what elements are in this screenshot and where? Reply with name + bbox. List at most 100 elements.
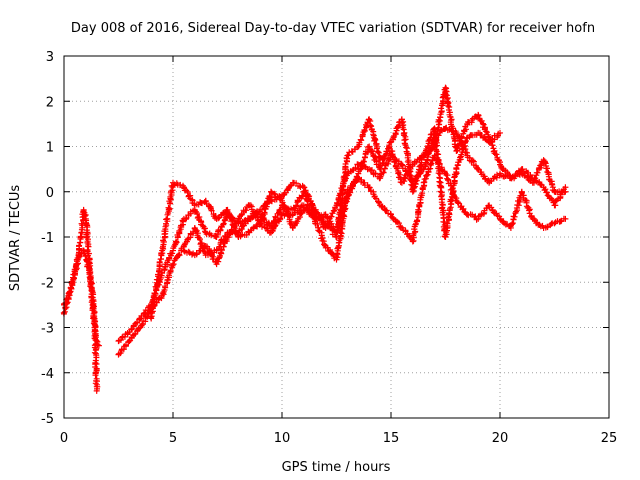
data-point-run — [236, 202, 252, 222]
y-tick-label: -3 — [41, 322, 54, 337]
axis-ticks: 0 5 10 15 20 25 -5 -4 -3 -2 -1 0 1 2 3 — [41, 50, 617, 446]
y-axis-label: SDTVAR / TECUs — [8, 185, 23, 292]
y-tick-label: -4 — [41, 367, 54, 382]
data-point-run — [214, 234, 231, 265]
data-point-run — [127, 325, 142, 344]
series-track-b — [60, 247, 101, 394]
data-point-run — [237, 228, 252, 240]
x-axis-label: GPS time / hours — [282, 460, 391, 475]
data-point-run — [487, 130, 502, 145]
data-point-run — [475, 112, 492, 140]
y-tick-label: -5 — [41, 412, 54, 427]
y-tick-label: 2 — [46, 95, 54, 110]
data-point-run — [442, 85, 460, 154]
data-point-run — [454, 121, 471, 154]
data-point-run — [442, 169, 460, 240]
data-point-run — [170, 217, 187, 252]
x-tick-label: 0 — [60, 431, 68, 446]
data-point-run — [377, 150, 393, 162]
data-point-run — [366, 184, 382, 206]
data-point-run — [94, 338, 101, 348]
data-point — [93, 387, 100, 394]
series-track-f — [180, 116, 503, 268]
data-point-run — [193, 199, 208, 208]
data-point — [497, 215, 503, 222]
data-point-run — [80, 208, 89, 220]
chart-title: Day 008 of 2016, Sidereal Day-to-day VTE… — [71, 21, 595, 36]
data-point-run — [312, 206, 329, 227]
data-point-run — [269, 202, 286, 229]
data-point-run — [181, 185, 198, 207]
data-points — [60, 84, 569, 394]
data-point-run — [464, 154, 481, 172]
data-point-run — [399, 224, 415, 243]
data-point-run — [367, 146, 383, 171]
data-point-run — [541, 186, 557, 206]
data-point — [180, 247, 187, 254]
data-point-run — [410, 182, 428, 244]
data-point — [497, 129, 503, 136]
data-point — [268, 188, 275, 195]
data-point — [409, 238, 416, 245]
data-point-run — [202, 198, 219, 221]
data-point-run — [324, 220, 339, 238]
data-point-run — [159, 182, 177, 252]
x-tick-label: 15 — [383, 431, 400, 446]
y-tick-label: 0 — [46, 186, 54, 201]
data-point-run — [377, 154, 393, 180]
data-point — [453, 148, 460, 155]
data-point-run — [355, 116, 372, 150]
data-point-run — [389, 148, 404, 186]
x-tick-label: 5 — [169, 431, 177, 446]
data-point-run — [322, 244, 339, 262]
data-point-run — [147, 250, 166, 321]
data-point-run — [333, 155, 351, 240]
y-tick-label: -2 — [41, 276, 54, 291]
data-point-run — [388, 116, 405, 145]
data-point — [562, 188, 569, 195]
data-point-run — [214, 213, 230, 238]
data-point-run — [420, 126, 438, 159]
data-point-run — [498, 163, 514, 180]
data-point-run — [465, 211, 480, 223]
data-point-run — [182, 207, 197, 223]
data-point-run — [68, 256, 80, 292]
y-tick-label: 3 — [46, 50, 54, 65]
series-track-e — [147, 84, 569, 322]
data-point-run — [225, 218, 241, 241]
data-point-run — [366, 116, 383, 162]
data-point-run — [345, 173, 361, 199]
data-point-run — [80, 247, 93, 276]
x-tick-label: 20 — [492, 431, 509, 446]
data-point-run — [421, 154, 438, 186]
data-point-run — [269, 212, 285, 235]
x-tick-label: 25 — [601, 431, 618, 446]
data-point-run — [541, 158, 558, 194]
data-point-run — [116, 330, 131, 344]
data-point-run — [453, 135, 470, 171]
data-point-run — [466, 131, 480, 140]
data-point-run — [159, 250, 176, 276]
data-point-run — [531, 216, 546, 230]
data-point-run — [291, 179, 306, 190]
data-point-run — [82, 217, 92, 248]
data-point-run — [191, 208, 208, 235]
data-point — [398, 161, 405, 168]
data-point — [409, 188, 416, 195]
data-point-run — [518, 189, 535, 221]
data-point-run — [171, 180, 186, 189]
data-point-run — [236, 217, 251, 234]
data-point-run — [400, 163, 416, 185]
data-point — [562, 215, 569, 222]
data-point-run — [431, 126, 449, 240]
data-point-run — [90, 318, 101, 392]
data-point-run — [138, 303, 154, 319]
data-point-run — [291, 207, 306, 229]
data-point-run — [475, 202, 492, 220]
data-point-run — [388, 213, 404, 230]
data-point-run — [115, 339, 132, 357]
data-point-run — [280, 182, 295, 198]
data-point-run — [128, 315, 143, 333]
